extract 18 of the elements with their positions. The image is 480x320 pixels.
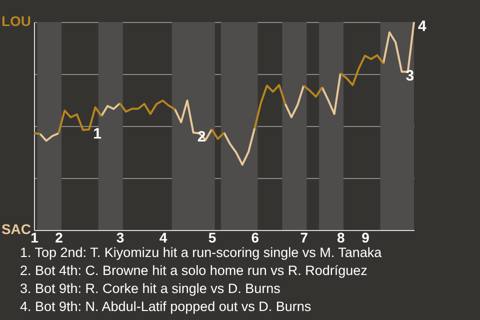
text: 4 [418,18,427,35]
x-tick-label: 1 [30,230,39,246]
annotation: 3 [406,68,414,85]
text: SAC [1,221,31,237]
text: 2. Bot 4th: C. Browne hit a solo home run vs R. Rodríguez [20,262,368,280]
x-tick-label: 5 [208,230,216,246]
text: 1. Top 2nd: T. Kiyomizu hit a run-scoring single vs M. Tanaka [20,244,382,262]
text: 3. Bot 9th: R. Corke hit a single vs D. Burns [20,280,282,298]
x-tick-label: 2 [55,230,64,246]
text: 4. Bot 9th: N. Abdul-Latif popped out vs D. Burns [20,298,312,316]
x-tick-label: 7 [300,230,308,246]
x-tick-label: 3 [116,230,124,246]
x-tick-label: 4 [159,230,168,246]
x-tick-label: 9 [362,230,370,246]
x-tick-label: 6 [251,230,260,246]
annotation: 1 [93,125,102,142]
x-tick-label: 8 [337,230,346,246]
text: LOU [1,13,31,29]
